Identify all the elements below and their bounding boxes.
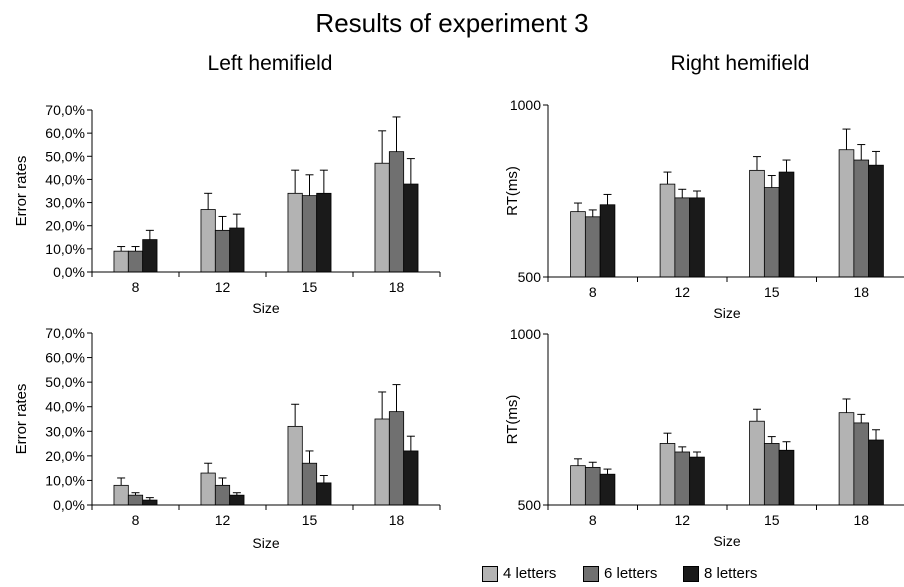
y-axis-label: Error rates	[13, 156, 30, 227]
x-tick-label-12: 12	[674, 512, 690, 528]
y-tick-label-1: 1000	[510, 97, 541, 113]
bar-8-letters-18	[868, 439, 884, 506]
x-tick-label-15: 15	[302, 512, 318, 528]
x-tick-label-18: 18	[853, 284, 869, 300]
y-axis-label: RT(ms)	[504, 395, 521, 445]
x-tick-label-8: 8	[132, 512, 140, 528]
y-tick-label-3: 30,0%	[45, 423, 85, 439]
x-tick-label-12: 12	[215, 279, 231, 295]
legend-swatch-4-letters	[482, 566, 498, 582]
x-tick-label-15: 15	[302, 279, 318, 295]
panel-title-left: Left hemifield	[207, 52, 333, 75]
chart-title: Results of experiment 3	[315, 8, 589, 38]
legend-label-4-letters: 4 letters	[503, 565, 557, 582]
legend-swatch-6-letters	[583, 566, 599, 582]
legend-label-8-letters: 8 letters	[704, 565, 758, 582]
y-tick-label-4: 40,0%	[45, 399, 85, 415]
y-tick-label-1: 10,0%	[45, 472, 85, 488]
x-tick-label-18: 18	[389, 279, 405, 295]
y-tick-label-5: 50,0%	[45, 374, 85, 390]
x-tick-label-12: 12	[674, 284, 690, 300]
x-tick-label-15: 15	[764, 512, 780, 528]
x-axis-label: Size	[252, 535, 279, 551]
legend-swatch-8-letters	[683, 566, 699, 582]
y-tick-label-3: 30,0%	[45, 195, 85, 211]
x-axis-label: Size	[252, 300, 279, 316]
y-tick-label-2: 20,0%	[45, 448, 85, 464]
legend-label-6-letters: 6 letters	[604, 565, 658, 582]
x-tick-label-15: 15	[764, 284, 780, 300]
y-tick-label-4: 40,0%	[45, 171, 85, 187]
y-tick-label-5: 50,0%	[45, 148, 85, 164]
y-axis-label: Error rates	[13, 384, 30, 455]
x-tick-label-18: 18	[853, 512, 869, 528]
y-tick-label-7: 70,0%	[45, 102, 85, 118]
bar-6-letters-18	[853, 422, 870, 506]
bar-8-letters-12	[689, 456, 705, 506]
x-axis-label: Size	[713, 533, 740, 549]
x-tick-label-12: 12	[215, 512, 231, 528]
x-axis-label: Size	[713, 305, 740, 321]
x-tick-label-8: 8	[589, 512, 597, 528]
x-tick-label-18: 18	[389, 512, 405, 528]
bar-8-letters-15	[778, 449, 795, 506]
y-tick-label-1: 1000	[510, 326, 541, 342]
y-tick-label-6: 60,0%	[45, 350, 85, 366]
y-tick-label-7: 70,0%	[45, 325, 85, 341]
bar-6-letters-12	[674, 451, 691, 506]
y-tick-label-0: 500	[518, 269, 542, 285]
y-tick-label-0: 0,0%	[53, 264, 85, 280]
x-tick-label-8: 8	[589, 284, 597, 300]
bar-4-letters-18	[838, 412, 855, 506]
bar-6-letters-8	[584, 466, 601, 506]
x-tick-label-8: 8	[132, 279, 140, 295]
y-tick-label-0: 500	[518, 497, 542, 513]
bar-4-letters-15	[749, 420, 765, 506]
y-tick-label-1: 10,0%	[45, 241, 85, 257]
panel-title-right: Right hemifield	[670, 52, 810, 75]
bar-8-letters-8	[599, 473, 616, 506]
y-axis-label: RT(ms)	[504, 166, 521, 216]
bar-4-letters-8	[570, 465, 586, 506]
bar-6-letters-15	[763, 443, 780, 506]
y-tick-label-2: 20,0%	[45, 218, 85, 234]
y-tick-label-0: 0,0%	[53, 497, 85, 513]
y-tick-label-6: 60,0%	[45, 125, 85, 141]
bar-4-letters-12	[659, 443, 676, 506]
